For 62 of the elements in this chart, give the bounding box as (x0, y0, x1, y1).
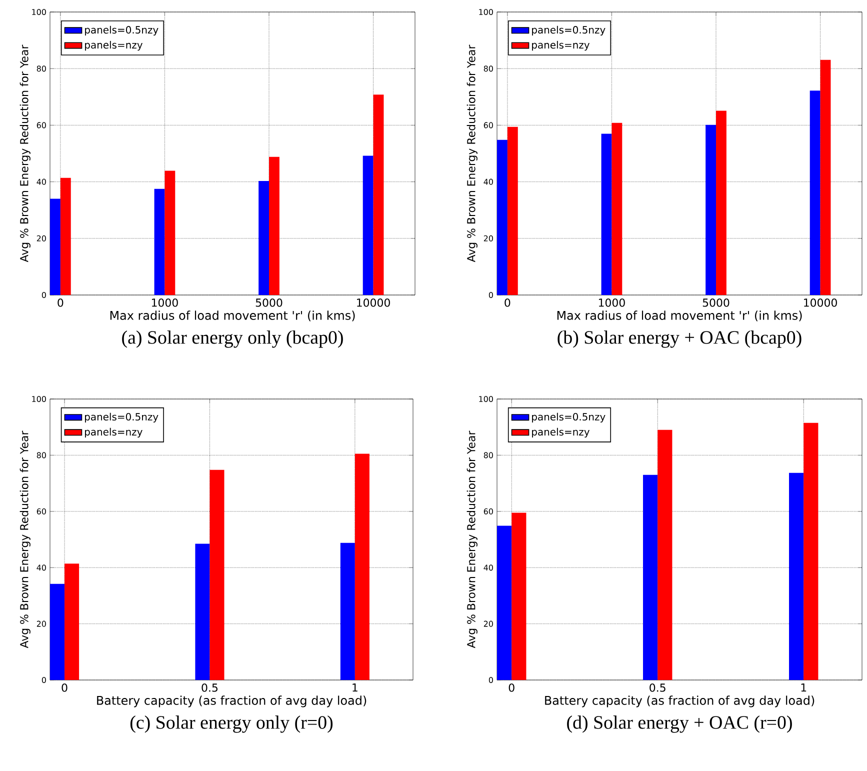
x-tick-label: 0 (504, 298, 510, 307)
x-tick-label: 10000 (804, 298, 837, 307)
legend-label: panels=nzy (532, 40, 590, 51)
y-axis-title: Avg % Brown Energy Reduction for Year (466, 430, 478, 648)
x-tick-label: 0 (62, 684, 68, 692)
y-axis-title: Avg % Brown Energy Reduction for Year (20, 44, 30, 262)
bar (340, 542, 355, 680)
x-tick-label: 1000 (152, 298, 178, 307)
bar (258, 180, 270, 295)
x-tick-label: 0.5 (650, 684, 666, 692)
x-tick-label: 1 (801, 684, 806, 692)
bar (716, 110, 726, 295)
x-tick-label: 10000 (357, 298, 390, 307)
bar (820, 60, 831, 295)
bar (210, 470, 224, 680)
x-axis-title: Max radius of load movement 'r' (in kms) (557, 310, 802, 322)
bar (601, 134, 612, 295)
legend-label: panels=0.5nzy (532, 412, 606, 422)
bar (373, 94, 384, 295)
bar (269, 156, 280, 295)
bar (706, 124, 716, 295)
x-tick-label: 1 (352, 684, 358, 692)
bar (512, 512, 526, 680)
legend-label: panels=0.5nzy (85, 26, 158, 36)
x-axis-title: Battery capacity (as fraction of avg day load) (545, 696, 814, 708)
bar (64, 564, 80, 680)
x-tick-label: 0 (58, 298, 64, 307)
bar (810, 90, 820, 295)
bar (60, 178, 71, 295)
x-tick-label: 1000 (598, 298, 625, 307)
x-tick-label: 0 (508, 684, 514, 692)
legend-label: panels=nzy (85, 428, 142, 438)
text: (a) Solar energy only (bcap0) (122, 330, 343, 348)
bar (507, 126, 518, 295)
x-tick-label: 5000 (702, 298, 730, 307)
legend-label: panels=0.5nzy (532, 26, 606, 36)
text: (b) Solar energy + OAC (bcap0) (558, 330, 802, 348)
bar (154, 188, 165, 295)
legend-label: panels=nzy (532, 428, 590, 438)
bar (50, 584, 65, 680)
legend-label: panels=0.5nzy (85, 412, 158, 422)
y-axis-title: Avg % Brown Energy Reduction for Year (20, 430, 30, 648)
text: (d) Solar energy + OAC (r=0) (567, 716, 792, 733)
bar (497, 140, 508, 295)
legend-label: panels=nzy (85, 40, 142, 51)
x-tick-label: 0.5 (202, 684, 218, 692)
text: (c) Solar energy only (r=0) (130, 716, 333, 733)
bar (50, 198, 60, 295)
bar (362, 156, 374, 295)
x-tick-label: 5000 (256, 298, 282, 307)
bar (612, 122, 622, 295)
x-axis-title: Max radius of load movement 'r' (in kms) (110, 310, 355, 322)
bar (497, 526, 512, 680)
x-axis-title: Battery capacity (as fraction of avg day load) (97, 696, 366, 708)
bar (658, 430, 672, 680)
bar (789, 472, 804, 680)
y-axis-title: Avg % Brown Energy Reduction for Year (466, 44, 478, 262)
bar (164, 170, 176, 295)
bar (643, 474, 658, 680)
bar (804, 422, 818, 680)
bar (354, 454, 370, 680)
bar (195, 544, 210, 680)
